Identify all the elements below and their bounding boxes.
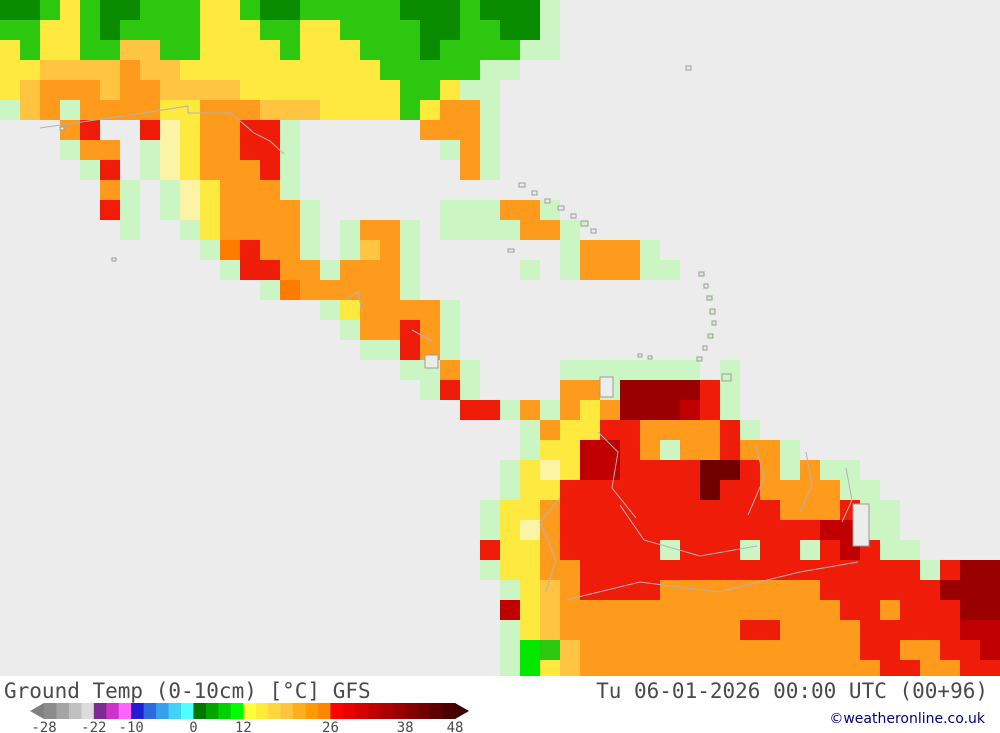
svg-text:0: 0 <box>189 720 197 733</box>
svg-text:38: 38 <box>397 720 414 733</box>
svg-text:26: 26 <box>322 720 339 733</box>
temperature-map <box>0 0 1000 676</box>
copyright-link[interactable]: ©weatheronline.co.uk <box>829 711 985 727</box>
map-title: Ground Temp (0-10cm) [°C] GFS <box>4 679 371 703</box>
svg-text:48: 48 <box>447 720 464 733</box>
svg-text:-28: -28 <box>31 720 56 733</box>
map-canvas <box>0 0 1000 676</box>
svg-text:-22: -22 <box>81 720 106 733</box>
temperature-colorbar: -28 -22 -10 0 12 26 38 48 <box>30 703 469 733</box>
svg-text:-10: -10 <box>119 720 144 733</box>
map-datetime: Tu 06-01-2026 00:00 UTC (00+96) <box>596 679 988 703</box>
svg-text:12: 12 <box>235 720 252 733</box>
